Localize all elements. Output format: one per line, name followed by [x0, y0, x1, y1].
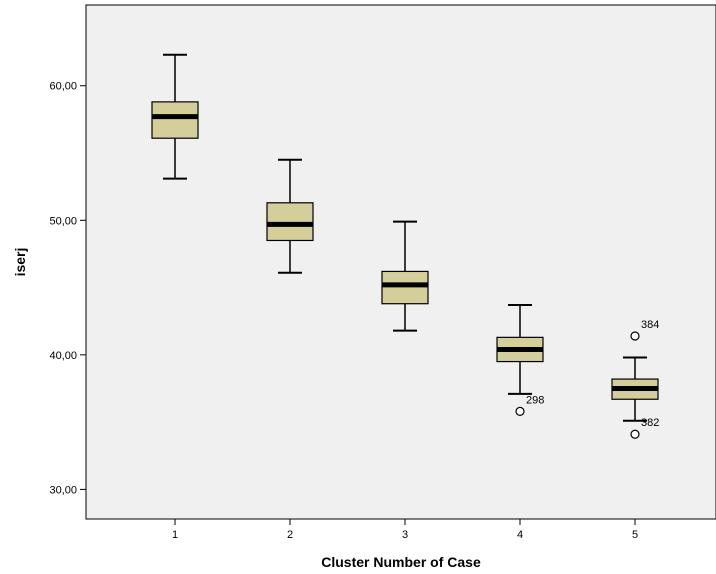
y-tick-label: 60,00 [49, 81, 77, 93]
y-tick-label: 50,00 [49, 215, 77, 227]
outlier-label: 384 [641, 319, 659, 331]
iqr-box [266, 202, 314, 242]
outlier-point [515, 406, 525, 416]
y-tick-label: 40,00 [49, 350, 77, 362]
y-axis: 30,00 40,00 50,00 60,00 [49, 81, 86, 496]
iqr-box [151, 101, 199, 139]
box-series: 298 384 382 [151, 53, 659, 439]
outlier-label: 298 [526, 394, 544, 406]
x-axis-title: Cluster Number of Case [321, 554, 481, 570]
outlier-point [630, 429, 640, 439]
x-tick-label: 1 [172, 529, 178, 541]
outlier-point [630, 331, 640, 341]
x-tick-label: 4 [517, 529, 523, 541]
plot-area [85, 4, 716, 520]
iqr-box [381, 270, 429, 305]
y-axis-title: iserj [12, 248, 28, 277]
y-tick-label: 30,00 [49, 484, 77, 496]
box-cluster-5: 384 382 [611, 319, 659, 439]
x-axis: 1 2 3 4 5 [172, 519, 638, 541]
box-cluster-3 [381, 220, 429, 332]
x-tick-label: 2 [287, 529, 293, 541]
outlier-label: 382 [641, 417, 659, 429]
box-cluster-4: 298 [496, 304, 544, 416]
box-cluster-1 [151, 53, 199, 180]
x-tick-label: 3 [402, 529, 408, 541]
x-tick-label: 5 [632, 529, 638, 541]
box-cluster-2 [266, 158, 314, 274]
